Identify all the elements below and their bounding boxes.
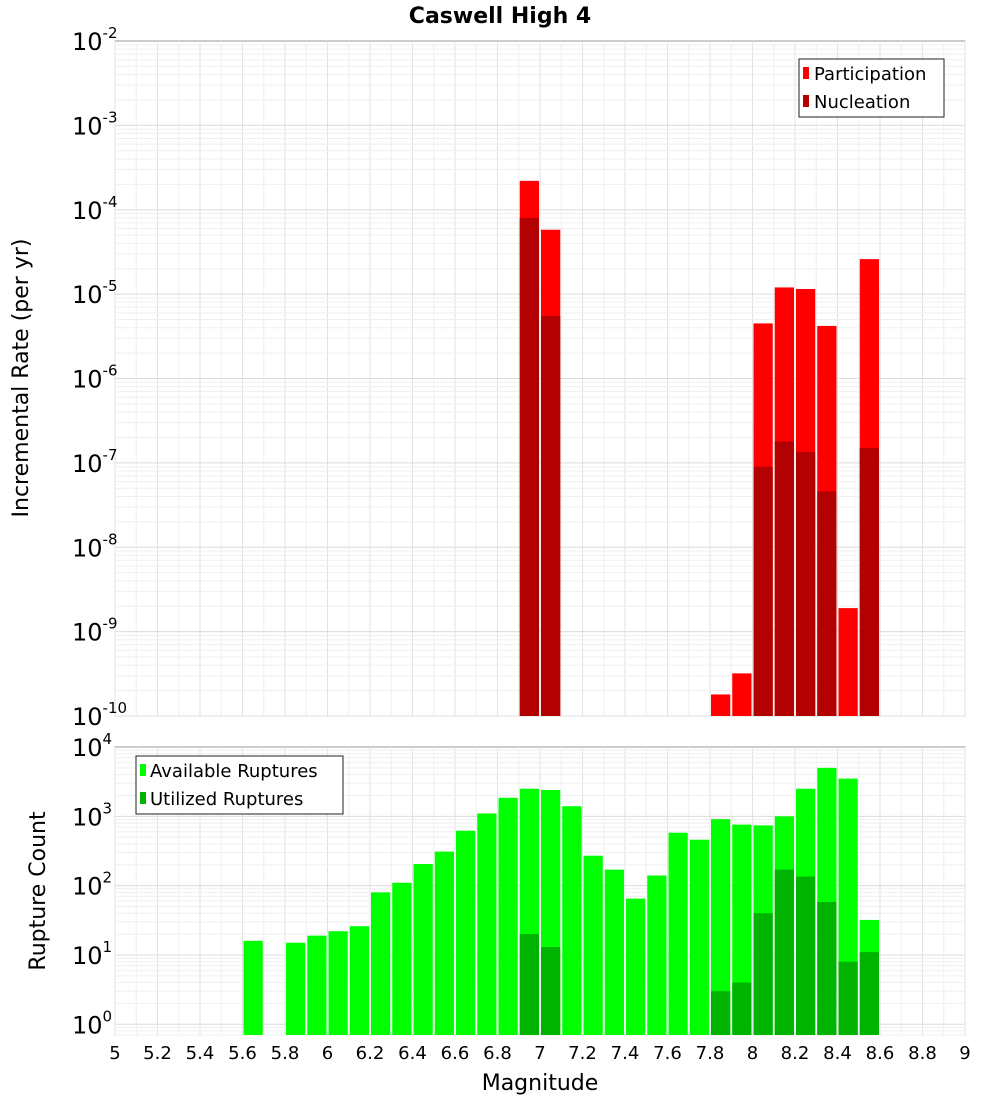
x-tick-label: 7.2 — [568, 1043, 597, 1064]
bottom-bar-series1 — [562, 806, 582, 1035]
top-y-axis-label: Incremental Rate (per yr) — [9, 239, 34, 518]
bottom-bar-series2 — [838, 961, 858, 1035]
top-grid — [114, 41, 966, 717]
legend-nucleation-label: Nucleation — [814, 92, 910, 113]
top-bar-series2 — [541, 316, 561, 716]
legend-utilized-label: Utilized Ruptures — [150, 789, 303, 810]
bottom-y-tick-labels: 100 101 102 103 104 — [72, 730, 112, 1039]
bottom-bar-series1 — [626, 898, 646, 1035]
bottom-bar-series2 — [519, 934, 539, 1035]
bottom-bar-series1 — [434, 851, 454, 1035]
bottom-bar-series1 — [732, 824, 752, 1035]
bottom-bar-series1 — [711, 819, 731, 1035]
x-tick-label: 7.6 — [653, 1043, 682, 1064]
y-tick-label: 102 — [72, 869, 112, 901]
top-bars — [519, 180, 879, 717]
top-bar-series2 — [774, 441, 794, 716]
bottom-bar-series1 — [456, 830, 476, 1035]
x-tick-label: 8 — [747, 1043, 758, 1064]
y-tick-label: 10-4 — [72, 193, 118, 225]
y-tick-label: 100 — [72, 1007, 112, 1039]
bottom-bar-series1 — [668, 832, 688, 1035]
top-bar-series1 — [732, 673, 752, 716]
x-tick-label: 6.6 — [441, 1043, 470, 1064]
bottom-bar-series1 — [307, 935, 327, 1035]
bottom-bar-series2 — [796, 876, 816, 1035]
x-tick-label: 9 — [959, 1043, 970, 1064]
x-tick-label: 6 — [322, 1043, 333, 1064]
x-tick-label: 8.8 — [908, 1043, 937, 1064]
bottom-bar-series2 — [859, 952, 879, 1035]
x-tick-labels: 5 5.2 5.4 5.6 5.8 6 6.2 6.4 6.6 6.8 7 7.2 7.4 7.6 7.8 8… — [109, 1043, 970, 1064]
x-tick-label: 7.4 — [611, 1043, 640, 1064]
y-tick-label: 10-6 — [72, 362, 118, 394]
x-tick-label: 5.2 — [143, 1043, 172, 1064]
legend-nucleation-swatch — [803, 95, 809, 107]
y-tick-label: 10-5 — [72, 277, 118, 309]
legend-participation-label: Participation — [814, 64, 926, 85]
x-tick-label: 8.2 — [781, 1043, 810, 1064]
bottom-bar-series2 — [753, 913, 773, 1035]
x-tick-label: 6.8 — [483, 1043, 512, 1064]
bottom-bar-series1 — [498, 797, 518, 1035]
bottom-bar-series1 — [689, 839, 709, 1035]
bottom-legend: Available Ruptures Utilized Ruptures — [135, 755, 344, 815]
bottom-bar-series1 — [349, 926, 369, 1035]
y-tick-label: 104 — [72, 730, 112, 762]
bottom-bar-series1 — [286, 942, 306, 1035]
x-tick-label: 7 — [534, 1043, 545, 1064]
top-bar-series1 — [838, 608, 858, 716]
x-tick-label: 5.8 — [271, 1043, 300, 1064]
top-bar-series2 — [753, 466, 773, 716]
x-tick-label: 8.6 — [866, 1043, 895, 1064]
legend-utilized-swatch — [140, 792, 146, 804]
y-tick-label: 10-10 — [72, 699, 127, 731]
y-tick-label: 10-7 — [72, 446, 118, 478]
top-y-tick-labels: 10-10 10-9 10-8 10-7 10-6 10-5 10-4 10-3 10-2 — [72, 24, 127, 731]
bottom-bar-series2 — [541, 947, 561, 1035]
bottom-bar-series1 — [583, 855, 603, 1035]
x-tick-label: 6.2 — [356, 1043, 385, 1064]
top-legend: Participation Nucleation — [798, 58, 945, 118]
legend-available-label: Available Ruptures — [150, 761, 318, 782]
x-tick-label: 5.4 — [186, 1043, 215, 1064]
x-tick-label: 5.6 — [228, 1043, 257, 1064]
y-tick-label: 10-2 — [72, 24, 118, 56]
y-tick-label: 10-8 — [72, 530, 118, 562]
legend-available-swatch — [140, 764, 146, 776]
y-tick-label: 10-3 — [72, 108, 118, 140]
bottom-bar-series1 — [647, 875, 667, 1035]
y-tick-label: 101 — [72, 938, 112, 970]
x-tick-label: 6.4 — [398, 1043, 427, 1064]
bottom-y-axis-label: Rupture Count — [26, 811, 51, 971]
chart-title: Caswell High 4 — [409, 4, 591, 29]
bottom-bar-series1 — [328, 931, 348, 1035]
bottom-bar-series2 — [732, 982, 752, 1035]
bottom-bar-series1 — [392, 882, 412, 1035]
bottom-bar-series2 — [774, 869, 794, 1035]
bottom-bars — [243, 767, 879, 1035]
top-bar-series1 — [711, 694, 731, 716]
top-bar-series2 — [796, 451, 816, 716]
bottom-bar-series2 — [711, 991, 731, 1035]
bottom-bar-series1 — [604, 869, 624, 1035]
x-tick-label: 7.8 — [696, 1043, 725, 1064]
top-bar-series2 — [859, 448, 879, 716]
x-axis-label: Magnitude — [482, 1071, 599, 1096]
top-bar-series2 — [817, 491, 837, 716]
x-tick-label: 5 — [109, 1043, 120, 1064]
top-bar-series2 — [519, 217, 539, 716]
y-tick-label: 103 — [72, 799, 112, 831]
x-tick-label: 8.4 — [823, 1043, 852, 1064]
bottom-bar-series2 — [817, 902, 837, 1035]
bottom-bar-series1 — [477, 813, 497, 1035]
bottom-bar-series1 — [371, 892, 391, 1035]
bottom-bar-series1 — [243, 940, 263, 1035]
y-tick-label: 10-9 — [72, 615, 118, 647]
legend-participation-swatch — [803, 67, 809, 79]
bottom-bar-series1 — [413, 864, 433, 1035]
